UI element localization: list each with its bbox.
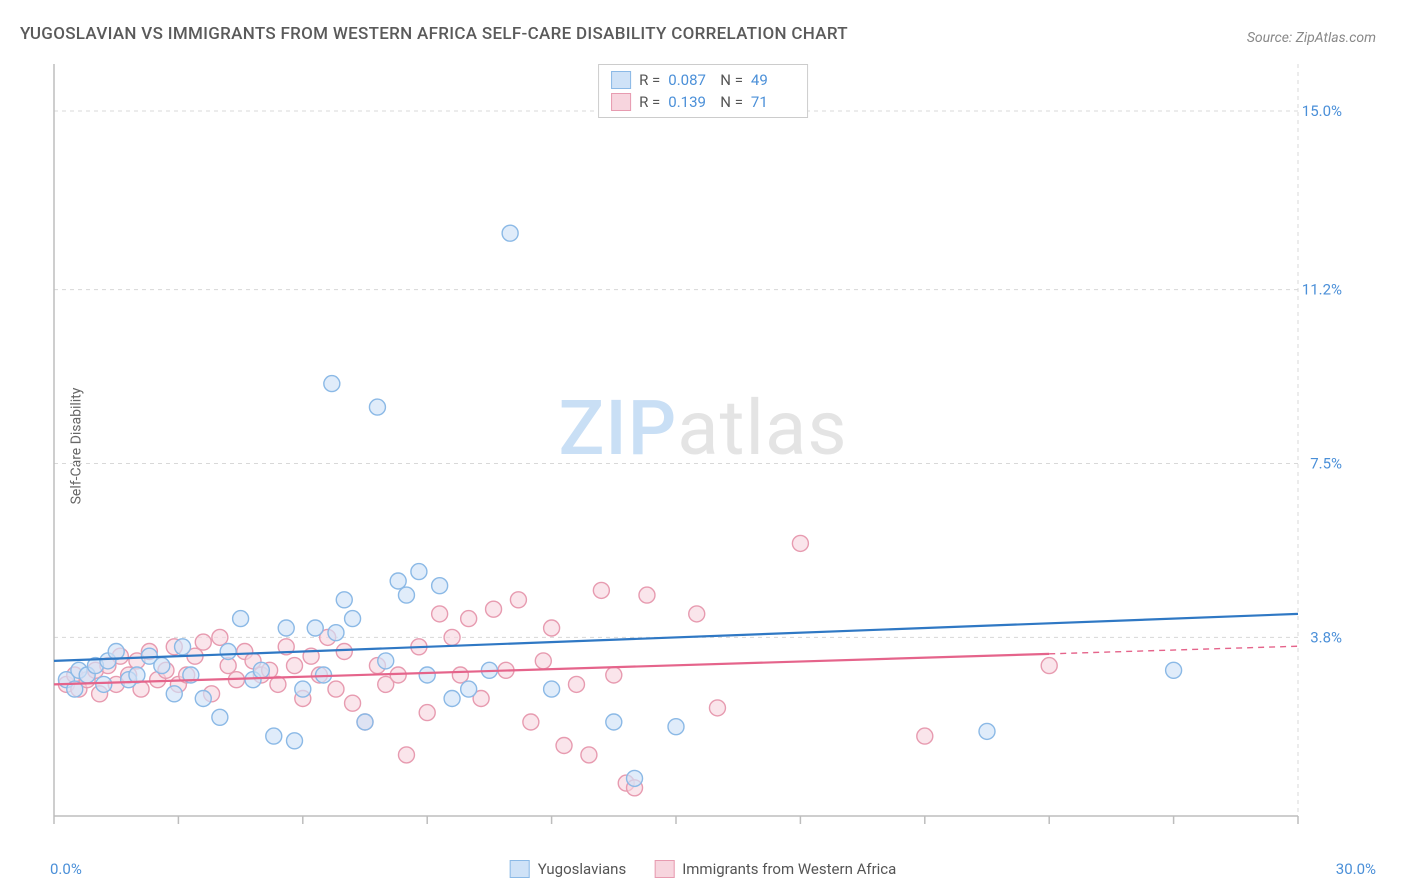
legend-item-a: Yugoslavians [510, 860, 627, 878]
legend-n-value-b: 71 [751, 93, 795, 111]
legend-n-value-a: 49 [751, 71, 795, 89]
x-axis-max-label: 30.0% [1336, 860, 1376, 878]
swatch-western-africa-icon [611, 93, 631, 111]
legend-r-label: R = [639, 71, 660, 89]
legend-r-value-a: 0.087 [668, 71, 712, 89]
scatter-plot: 3.8% 7.5% 11.2% 15.0% [48, 60, 1348, 840]
legend-stats-row-b: R = 0.139 N = 71 [611, 91, 795, 113]
legend-series-a-label: Yugoslavians [538, 860, 627, 878]
source-attribution: Source: ZipAtlas.com [1247, 30, 1376, 46]
svg-text:3.8%: 3.8% [1310, 628, 1342, 646]
svg-text:11.2%: 11.2% [1302, 281, 1342, 299]
svg-text:15.0%: 15.0% [1302, 102, 1342, 120]
swatch-western-africa-icon [654, 860, 674, 878]
legend-series: Yugoslavians Immigrants from Western Afr… [510, 860, 897, 878]
svg-text:7.5%: 7.5% [1310, 455, 1342, 473]
legend-r-label: R = [639, 93, 660, 111]
legend-n-label: N = [720, 71, 743, 89]
legend-series-b-label: Immigrants from Western Africa [682, 860, 896, 878]
legend-item-b: Immigrants from Western Africa [654, 860, 896, 878]
x-axis-min-label: 0.0% [50, 860, 82, 878]
chart-title: YUGOSLAVIAN VS IMMIGRANTS FROM WESTERN A… [20, 24, 848, 44]
swatch-yugoslavians-icon [611, 71, 631, 89]
legend-r-value-b: 0.139 [668, 93, 712, 111]
swatch-yugoslavians-icon [510, 860, 530, 878]
legend-stats-row-a: R = 0.087 N = 49 [611, 69, 795, 91]
legend-stats: R = 0.087 N = 49 R = 0.139 N = 71 [598, 64, 808, 118]
legend-n-label: N = [720, 93, 743, 111]
